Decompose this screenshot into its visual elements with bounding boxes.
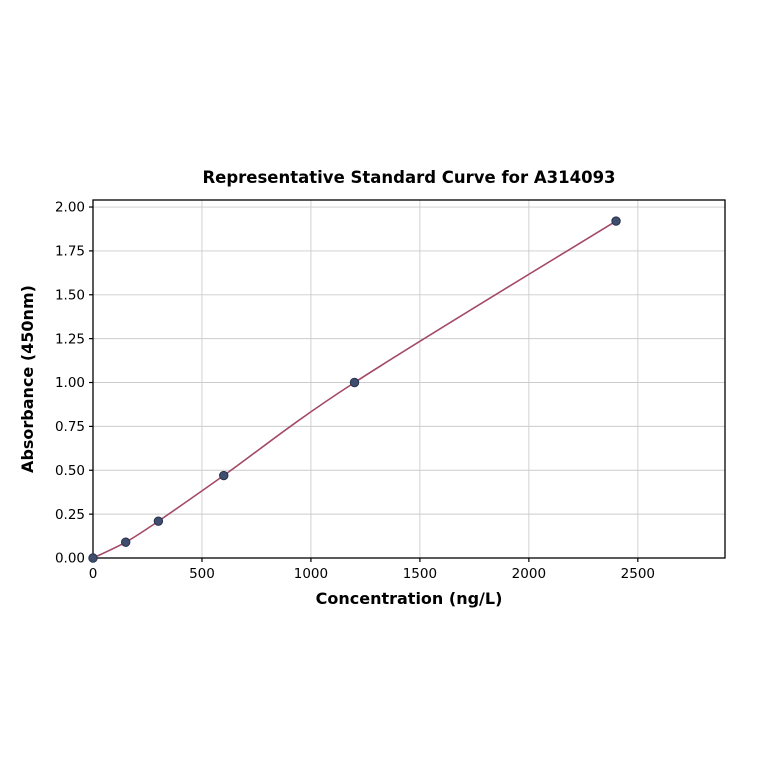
y-tick-label: 1.50 [55, 287, 85, 303]
data-point [611, 216, 621, 226]
x-tick-label: 1500 [403, 566, 437, 582]
y-axis-label: Absorbance (450nm) [18, 285, 37, 473]
y-tick-label: 0.00 [55, 551, 85, 567]
x-axis-label: Concentration (ng/L) [316, 589, 503, 608]
y-tick-label: 0.50 [55, 463, 85, 479]
grid-lines [92, 200, 725, 559]
y-tick-label: 2.00 [55, 200, 85, 216]
x-tick-label: 2000 [512, 566, 546, 582]
plot-border [92, 199, 726, 559]
y-tick-labels: 0.00 0.25 0.50 0.75 1.00 1.25 1.50 1.75 2.00 [55, 200, 85, 567]
y-tick-label: 1.25 [55, 331, 85, 347]
x-tick-label: 500 [189, 566, 215, 582]
x-tick-labels: 0 500 1000 1500 2000 2500 [89, 566, 655, 582]
y-tick-label: 1.00 [55, 375, 85, 391]
data-point [120, 537, 131, 547]
chart-title: Representative Standard Curve for A31409… [202, 168, 615, 187]
x-tick-label: 1000 [294, 566, 328, 582]
y-tick-label: 0.25 [55, 507, 85, 523]
axis-ticks [89, 206, 639, 562]
x-tick-label: 0 [89, 566, 98, 582]
data-point [153, 516, 164, 526]
data-points [88, 216, 621, 563]
y-tick-label: 0.75 [55, 419, 85, 435]
data-point [88, 553, 98, 563]
data-point [219, 470, 229, 481]
y-tick-label: 1.75 [55, 244, 85, 260]
data-point [349, 377, 360, 388]
standard-curve-line [92, 220, 617, 559]
x-tick-label: 2500 [621, 566, 655, 582]
